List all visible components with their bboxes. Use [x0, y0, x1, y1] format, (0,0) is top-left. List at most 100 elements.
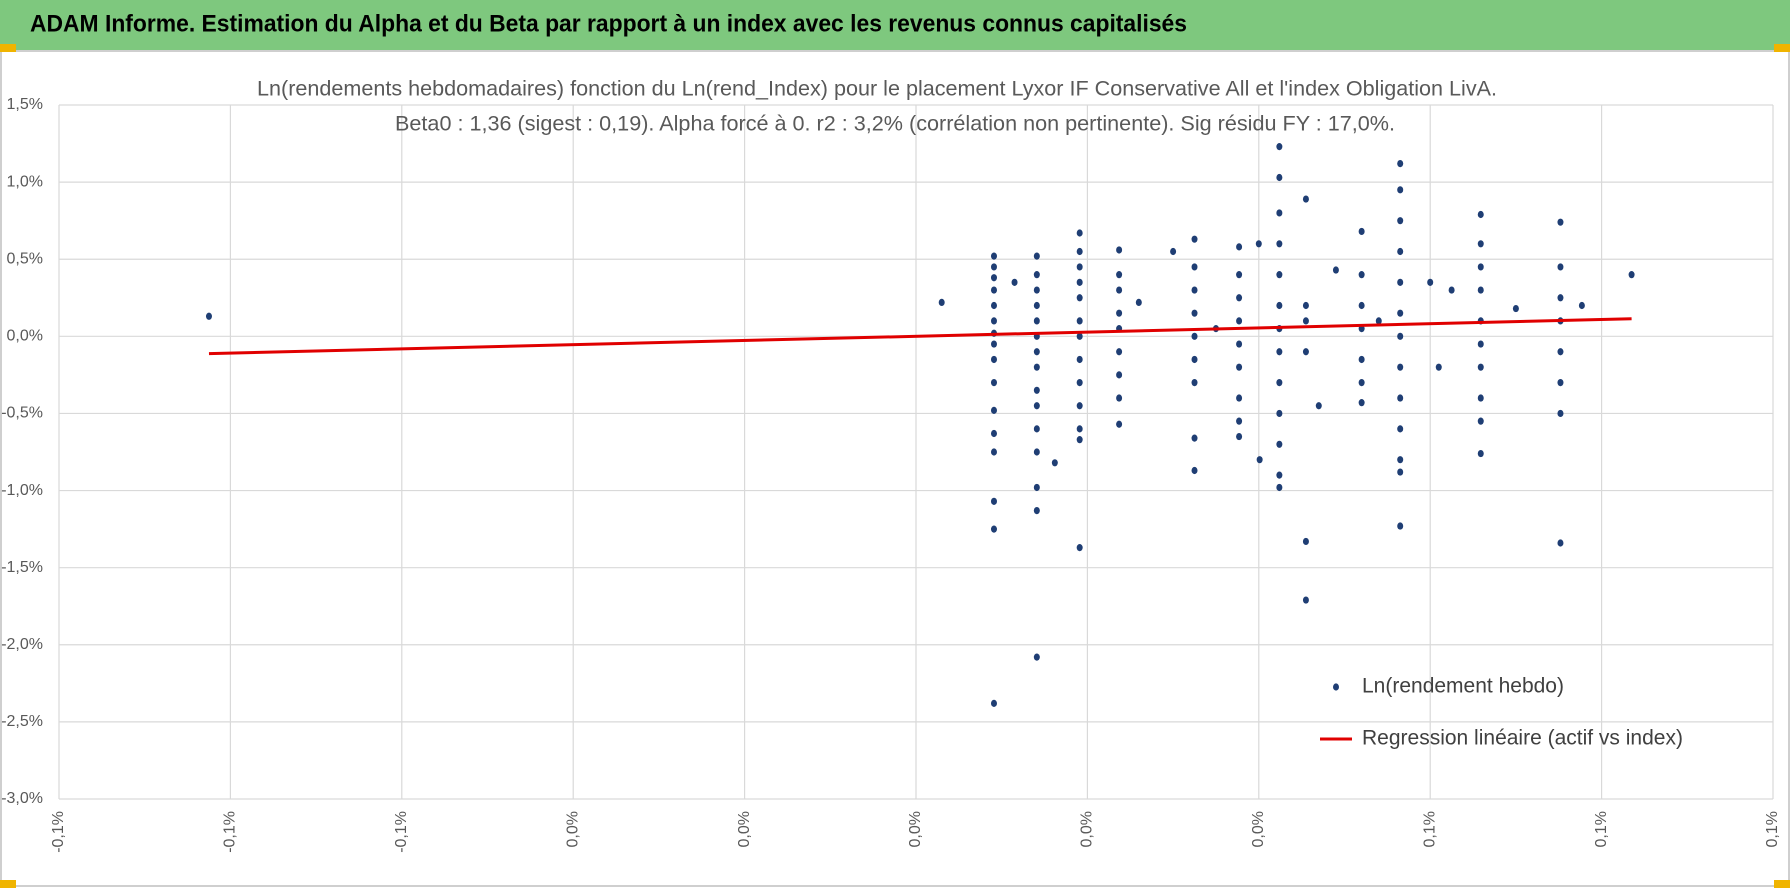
point: [990, 406, 997, 414]
y-tick-label: 1,0%: [7, 173, 43, 190]
y-tick-label: -3,0%: [1, 790, 43, 807]
point: [1076, 436, 1083, 444]
point: [1076, 379, 1083, 387]
point: [1135, 298, 1142, 307]
point: [1276, 483, 1283, 492]
point: [1033, 425, 1040, 433]
x-tick-label: -0,1%: [50, 811, 67, 853]
point: [1276, 271, 1283, 279]
point: [1477, 286, 1484, 294]
y-tick-label: -1,0%: [1, 482, 43, 499]
y-tick-label: -2,0%: [1, 636, 43, 653]
chart-subtitle: Beta0 : 1,36 (sigest : 0,19). Alpha forc…: [395, 113, 1395, 136]
point: [1033, 402, 1040, 410]
x-tick-label: 0,0%: [1079, 811, 1096, 847]
x-tick-label: 0,1%: [1421, 811, 1438, 847]
point: [1397, 217, 1404, 225]
point: [1557, 539, 1564, 547]
point: [1116, 348, 1123, 356]
point: [990, 379, 997, 387]
point: [1076, 294, 1083, 302]
point: [1358, 301, 1365, 310]
point: [1276, 209, 1283, 217]
point: [1033, 448, 1040, 456]
point: [990, 525, 997, 533]
point: [990, 497, 997, 505]
point: [1397, 278, 1404, 286]
point: [1477, 449, 1484, 458]
point: [1255, 240, 1262, 248]
point: [1236, 394, 1243, 402]
point: [1302, 317, 1309, 325]
point: [990, 340, 997, 348]
point: [1236, 271, 1243, 279]
point: [1076, 229, 1083, 237]
point: [1375, 317, 1382, 325]
point: [1033, 286, 1040, 294]
point: [1116, 271, 1123, 279]
x-tick-label: 0,1%: [1593, 811, 1610, 847]
corner: [0, 44, 16, 52]
point: [1315, 402, 1322, 410]
chart-title: Ln(rendements hebdomadaires) fonction du…: [257, 78, 1497, 101]
y-tick-label: 1,5%: [7, 96, 43, 113]
point: [1397, 522, 1404, 530]
point: [1170, 247, 1177, 256]
corner: [1774, 880, 1790, 888]
point: [990, 252, 997, 260]
point: [1033, 317, 1040, 325]
point: [990, 274, 997, 282]
y-tick-label: -0,5%: [1, 405, 43, 422]
point: [990, 301, 997, 310]
point: [1191, 355, 1198, 364]
point: [1236, 243, 1243, 251]
point: [1236, 432, 1243, 441]
point: [1033, 653, 1040, 661]
point: [1477, 240, 1484, 248]
point: [1116, 286, 1123, 294]
point: [1302, 537, 1309, 546]
point: [1557, 263, 1564, 271]
point: [1397, 160, 1404, 168]
point: [1512, 304, 1519, 313]
chart-border: [0, 50, 1790, 887]
point: [1236, 317, 1243, 325]
point: [1358, 399, 1365, 407]
point: [1397, 425, 1404, 433]
point: [990, 263, 997, 271]
point: [1191, 263, 1198, 271]
point: [1302, 301, 1309, 310]
point: [1236, 363, 1243, 371]
point: [1358, 379, 1365, 387]
point: [1116, 371, 1123, 379]
point: [1033, 348, 1040, 356]
x-tick-label: 0,0%: [1250, 811, 1267, 847]
point: [1332, 266, 1339, 274]
point: [1033, 507, 1040, 515]
point: [1557, 379, 1564, 387]
point: [1358, 355, 1365, 364]
point: [1276, 143, 1283, 151]
point: [1477, 340, 1484, 348]
corner: [0, 880, 16, 888]
point: [1477, 263, 1484, 271]
point: [1427, 278, 1434, 286]
y-tick-label: -1,5%: [1, 559, 43, 576]
point: [1076, 355, 1083, 364]
point: [1276, 240, 1283, 248]
point: [1051, 459, 1058, 467]
point: [1033, 301, 1040, 310]
point: [1557, 348, 1564, 356]
point: [1435, 363, 1442, 371]
point: [938, 298, 945, 307]
point: [990, 355, 997, 364]
point: [1397, 309, 1404, 317]
point: [990, 286, 997, 294]
point: [1628, 271, 1635, 279]
point: [1116, 420, 1123, 428]
point: [1033, 252, 1040, 260]
y-tick-label: 0,5%: [7, 250, 43, 267]
legend-label: Ln(rendement hebdo): [1362, 675, 1564, 698]
point: [1191, 332, 1198, 340]
